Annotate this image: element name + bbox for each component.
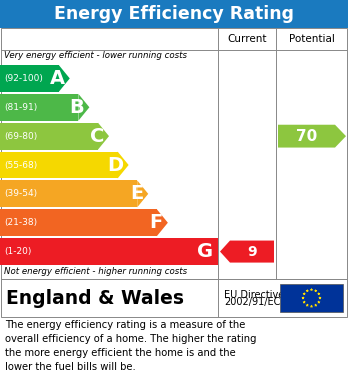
Polygon shape bbox=[314, 289, 317, 292]
Text: The energy efficiency rating is a measure of the
overall efficiency of a home. T: The energy efficiency rating is a measur… bbox=[5, 320, 256, 372]
Polygon shape bbox=[310, 288, 313, 291]
Bar bbox=[0, 209, 157, 236]
Bar bbox=[280, 284, 343, 312]
Polygon shape bbox=[317, 300, 321, 304]
Bar bbox=[0, 238, 218, 265]
Text: EU Directive: EU Directive bbox=[224, 289, 284, 300]
Polygon shape bbox=[157, 209, 168, 236]
Text: England & Wales: England & Wales bbox=[6, 289, 184, 307]
Text: (1-20): (1-20) bbox=[4, 247, 31, 256]
Polygon shape bbox=[314, 303, 317, 307]
Text: (39-54): (39-54) bbox=[4, 189, 37, 198]
Polygon shape bbox=[278, 125, 346, 147]
Polygon shape bbox=[98, 123, 109, 150]
Text: D: D bbox=[108, 156, 124, 174]
Text: 9: 9 bbox=[247, 245, 257, 258]
Polygon shape bbox=[318, 296, 322, 300]
Polygon shape bbox=[306, 303, 309, 307]
Polygon shape bbox=[301, 296, 305, 300]
Text: B: B bbox=[70, 98, 84, 117]
Polygon shape bbox=[317, 292, 321, 295]
Text: G: G bbox=[197, 242, 213, 261]
Bar bbox=[0, 94, 78, 121]
Polygon shape bbox=[306, 289, 309, 292]
Polygon shape bbox=[118, 152, 129, 178]
Polygon shape bbox=[310, 305, 313, 308]
Polygon shape bbox=[78, 94, 89, 121]
Bar bbox=[0, 180, 137, 207]
Text: (69-80): (69-80) bbox=[4, 132, 37, 141]
Text: Energy Efficiency Rating: Energy Efficiency Rating bbox=[54, 5, 294, 23]
Bar bbox=[0, 65, 59, 92]
Bar bbox=[1, 28, 347, 279]
Polygon shape bbox=[137, 180, 148, 207]
Text: E: E bbox=[130, 185, 143, 203]
Bar bbox=[0, 0, 348, 28]
Bar bbox=[1, 279, 347, 317]
Text: F: F bbox=[150, 213, 163, 232]
Text: C: C bbox=[90, 127, 104, 145]
Text: 2002/91/EC: 2002/91/EC bbox=[224, 297, 280, 307]
Text: 70: 70 bbox=[296, 129, 317, 143]
Text: Potential: Potential bbox=[289, 34, 335, 44]
Text: (21-38): (21-38) bbox=[4, 218, 37, 227]
Polygon shape bbox=[59, 65, 70, 92]
Text: (92-100): (92-100) bbox=[4, 74, 43, 83]
Text: Current: Current bbox=[227, 34, 267, 44]
Text: Very energy efficient - lower running costs: Very energy efficient - lower running co… bbox=[4, 51, 187, 60]
Polygon shape bbox=[220, 240, 274, 263]
Polygon shape bbox=[302, 292, 306, 295]
Polygon shape bbox=[302, 300, 306, 304]
Text: (81-91): (81-91) bbox=[4, 103, 37, 112]
Bar bbox=[0, 123, 98, 150]
Text: Not energy efficient - higher running costs: Not energy efficient - higher running co… bbox=[4, 267, 187, 276]
Text: (55-68): (55-68) bbox=[4, 160, 37, 170]
Bar bbox=[0, 152, 118, 178]
Text: A: A bbox=[50, 69, 65, 88]
